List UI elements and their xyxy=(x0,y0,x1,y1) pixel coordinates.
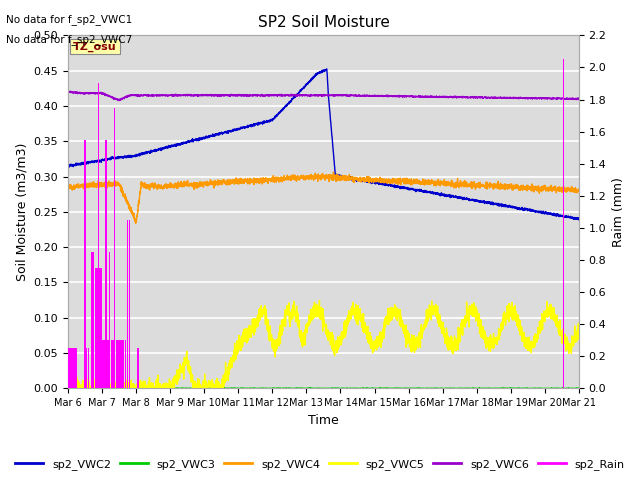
Bar xyxy=(129,220,130,388)
Bar xyxy=(122,340,123,388)
Bar xyxy=(121,340,122,388)
Bar xyxy=(71,348,72,388)
Text: No data for f_sp2_VWC7: No data for f_sp2_VWC7 xyxy=(6,34,132,45)
Bar xyxy=(137,348,138,388)
Bar xyxy=(100,268,102,388)
Bar xyxy=(102,340,104,388)
Bar xyxy=(76,348,77,388)
Bar xyxy=(112,340,114,388)
Bar xyxy=(95,268,96,388)
Bar xyxy=(97,268,99,388)
Bar xyxy=(91,252,93,388)
Bar xyxy=(93,252,94,388)
Bar xyxy=(125,340,126,388)
Bar xyxy=(120,340,121,388)
Bar xyxy=(99,268,100,388)
Bar xyxy=(98,84,99,388)
Bar xyxy=(114,108,115,388)
Bar xyxy=(111,340,112,388)
Bar xyxy=(95,268,97,388)
Bar xyxy=(86,348,88,388)
Bar xyxy=(88,348,89,388)
Y-axis label: Raim (mm): Raim (mm) xyxy=(612,177,625,247)
Bar xyxy=(106,140,107,388)
Bar xyxy=(109,252,110,388)
Bar xyxy=(563,60,564,388)
Bar xyxy=(127,220,128,388)
Bar xyxy=(84,140,86,388)
Bar xyxy=(116,340,117,388)
Bar xyxy=(72,348,74,388)
Legend: sp2_VWC2, sp2_VWC3, sp2_VWC4, sp2_VWC5, sp2_VWC6, sp2_Rain: sp2_VWC2, sp2_VWC3, sp2_VWC4, sp2_VWC5, … xyxy=(11,455,629,474)
Text: No data for f_sp2_VWC1: No data for f_sp2_VWC1 xyxy=(6,14,132,25)
Bar xyxy=(68,348,69,388)
Bar xyxy=(74,348,76,388)
Bar xyxy=(117,340,119,388)
Bar xyxy=(104,340,105,388)
Bar xyxy=(118,340,120,388)
Y-axis label: Soil Moisture (m3/m3): Soil Moisture (m3/m3) xyxy=(15,143,28,281)
Title: SP2 Soil Moisture: SP2 Soil Moisture xyxy=(257,15,389,30)
Bar xyxy=(69,348,71,388)
Bar xyxy=(101,340,103,388)
Bar xyxy=(123,340,124,388)
Text: TZ_osu: TZ_osu xyxy=(73,41,116,52)
X-axis label: Time: Time xyxy=(308,414,339,427)
Bar xyxy=(96,268,98,388)
Bar xyxy=(107,340,109,388)
